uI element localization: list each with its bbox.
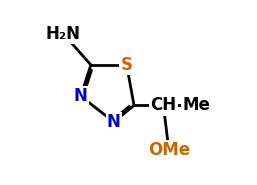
- Text: CH: CH: [150, 96, 177, 114]
- Text: Me: Me: [182, 96, 210, 114]
- Text: H₂N: H₂N: [46, 25, 81, 43]
- Text: OMe: OMe: [148, 141, 190, 159]
- Text: N: N: [107, 113, 121, 131]
- Text: S: S: [121, 56, 133, 74]
- Text: N: N: [74, 87, 88, 105]
